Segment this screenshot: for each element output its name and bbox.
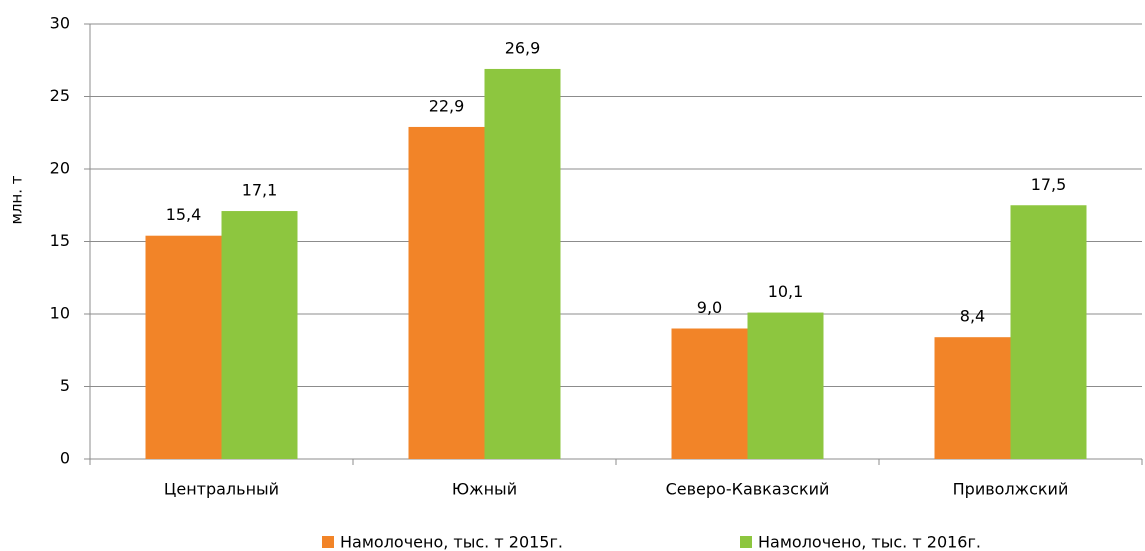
bar bbox=[747, 312, 824, 459]
value-label: 8,4 bbox=[960, 307, 985, 326]
y-tick-label: 0 bbox=[60, 449, 70, 468]
bar bbox=[408, 126, 485, 459]
value-label: 17,1 bbox=[242, 181, 278, 200]
legend-label: Намолочено, тыс. т 2016г. bbox=[758, 533, 981, 551]
legend-label: Намолочено, тыс. т 2015г. bbox=[340, 533, 563, 551]
value-label: 10,1 bbox=[768, 282, 804, 301]
legend-swatch bbox=[740, 536, 752, 548]
x-tick-label: Центральный bbox=[164, 480, 279, 499]
y-tick-label: 10 bbox=[50, 304, 70, 323]
value-label: 22,9 bbox=[429, 96, 465, 115]
y-tick-label: 20 bbox=[50, 159, 70, 178]
bar bbox=[484, 68, 561, 459]
value-label: 9,0 bbox=[697, 298, 722, 317]
value-label: 17,5 bbox=[1031, 175, 1067, 194]
legend-swatch bbox=[322, 536, 334, 548]
bar bbox=[221, 211, 298, 459]
x-tick-label: Приволжский bbox=[953, 480, 1069, 499]
y-tick-label: 25 bbox=[50, 86, 70, 105]
bar bbox=[145, 235, 222, 459]
bar bbox=[1010, 205, 1087, 459]
value-label: 15,4 bbox=[166, 205, 202, 224]
y-tick-label: 5 bbox=[60, 376, 70, 395]
y-tick-label: 30 bbox=[50, 14, 70, 33]
value-label: 26,9 bbox=[505, 38, 541, 57]
bar bbox=[934, 337, 1011, 459]
y-tick-label: 15 bbox=[50, 231, 70, 250]
x-tick-label: Северо-Кавказский bbox=[666, 480, 830, 499]
y-axis-label: млн. т bbox=[8, 175, 26, 224]
bar bbox=[671, 328, 748, 459]
x-tick-label: Южный bbox=[452, 480, 517, 499]
